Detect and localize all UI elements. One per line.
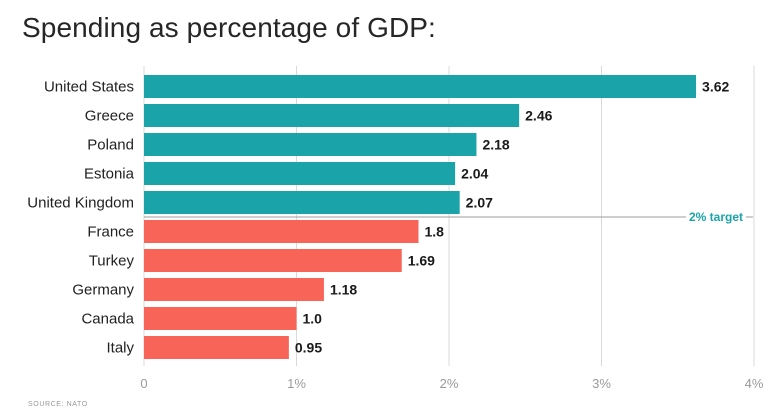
bar	[144, 133, 477, 156]
bar	[144, 191, 460, 214]
x-tick-label: 1%	[287, 376, 306, 391]
value-label: 1.69	[408, 253, 435, 269]
value-label: 1.8	[425, 224, 445, 240]
category-label: Estonia	[84, 166, 135, 183]
x-tick-label: 2%	[440, 376, 459, 391]
x-tick-label: 3%	[592, 376, 611, 391]
bar	[144, 162, 456, 185]
value-label: 3.62	[702, 79, 729, 95]
category-label: Turkey	[89, 253, 135, 270]
value-label: 1.18	[330, 282, 357, 298]
value-label: 2.04	[461, 166, 488, 182]
category-label: United States	[44, 79, 134, 96]
bar	[144, 278, 324, 301]
x-tick-label: 0	[140, 376, 147, 391]
category-label: United Kingdom	[27, 195, 134, 212]
target-label-background	[685, 209, 746, 225]
value-label: 2.07	[466, 195, 493, 211]
category-label: Germany	[72, 282, 134, 299]
chart-title: Spending as percentage of GDP:	[22, 12, 436, 43]
value-label: 1.0	[303, 311, 323, 327]
value-label: 0.95	[295, 340, 322, 356]
category-label: Greece	[85, 108, 134, 125]
category-label: France	[87, 224, 134, 241]
x-tick-label: 4%	[745, 376, 764, 391]
category-label: Canada	[81, 311, 134, 328]
value-label: 2.46	[525, 108, 552, 124]
category-label: Poland	[87, 137, 134, 154]
bar	[144, 249, 402, 272]
bar	[144, 75, 697, 98]
bar	[144, 220, 419, 243]
bar	[144, 307, 297, 330]
value-label: 2.18	[482, 137, 509, 153]
bar	[144, 336, 289, 359]
category-label: Italy	[106, 340, 134, 357]
source-note: SOURCE: NATO	[28, 401, 88, 408]
bar	[144, 104, 520, 127]
target-label: 2% target	[689, 210, 743, 224]
